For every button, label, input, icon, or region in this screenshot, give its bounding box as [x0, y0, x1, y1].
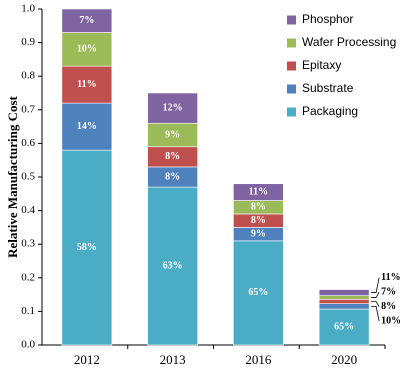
data-label: 8%: [251, 202, 266, 213]
y-tick-label: 0.9: [21, 36, 35, 48]
bar-segment: [233, 240, 284, 346]
legend-swatch: [287, 38, 296, 48]
data-label: 8%: [251, 215, 266, 226]
y-axis-title: Relative Manufacturing Cost: [5, 95, 20, 257]
leader-line: [371, 291, 380, 298]
legend-swatch: [287, 15, 296, 25]
leader-line: [371, 277, 380, 293]
bar-segment: [61, 32, 113, 67]
bar-segment: [318, 289, 370, 296]
y-tick-label: 0.6: [21, 137, 35, 149]
bar-segment: [61, 102, 113, 151]
data-label: 9%: [251, 228, 266, 239]
data-label: 8%: [165, 171, 180, 182]
data-label: 10%: [381, 315, 400, 326]
data-label: 65%: [248, 287, 268, 298]
y-tick-label: 0.1: [21, 305, 35, 317]
data-label: 63%: [163, 260, 183, 271]
bar-segment: [318, 295, 370, 300]
data-label: 12%: [163, 102, 183, 113]
data-label: 10%: [77, 44, 97, 55]
data-label: 9%: [165, 129, 180, 140]
bar-segment: [61, 65, 113, 104]
data-label: 8%: [381, 301, 396, 312]
legend-swatch: [287, 107, 296, 117]
legend-swatch: [287, 61, 296, 71]
y-tick-label: 1.0: [21, 3, 35, 15]
leader-line: [371, 305, 380, 322]
bar-segment: [233, 183, 284, 201]
x-tick-label: 2013: [160, 352, 186, 367]
data-label: 7%: [79, 15, 94, 26]
bar-segment: [318, 308, 370, 346]
x-tick-label: 2020: [331, 352, 357, 367]
data-label: 11%: [249, 186, 268, 197]
data-label: 65%: [334, 321, 354, 332]
bar-segment: [61, 149, 113, 346]
y-tick-label: 0.3: [21, 238, 35, 250]
legend-label: Wafer Processing: [302, 35, 396, 49]
data-label: 8%: [165, 151, 180, 162]
bar-segment: [147, 186, 198, 346]
data-label: 7%: [381, 286, 396, 297]
data-label: 11%: [381, 272, 400, 283]
y-tick-label: 0.2: [21, 271, 35, 283]
data-label: 58%: [77, 242, 97, 253]
x-tick-label: 2012: [74, 352, 100, 367]
y-tick-label: 0.5: [21, 171, 35, 183]
legend-label: Packaging: [302, 104, 358, 118]
x-tick-label: 2016: [245, 352, 272, 367]
y-tick-label: 0.0: [21, 339, 35, 351]
bar-segment: [61, 8, 113, 33]
leader-line: [371, 301, 380, 307]
y-tick-label: 0.4: [21, 204, 35, 216]
bar-segment: [147, 92, 198, 124]
legend-label: Substrate: [302, 81, 354, 95]
bar-segment: [318, 299, 370, 304]
legend-label: Epitaxy: [302, 58, 341, 72]
y-tick-label: 0.7: [21, 103, 35, 115]
bar-segment: [318, 303, 370, 310]
legend-label: Phosphor: [302, 12, 353, 26]
data-label: 14%: [77, 121, 97, 132]
data-label: 11%: [77, 79, 96, 90]
y-tick-label: 0.8: [21, 70, 35, 82]
legend-swatch: [287, 84, 296, 94]
